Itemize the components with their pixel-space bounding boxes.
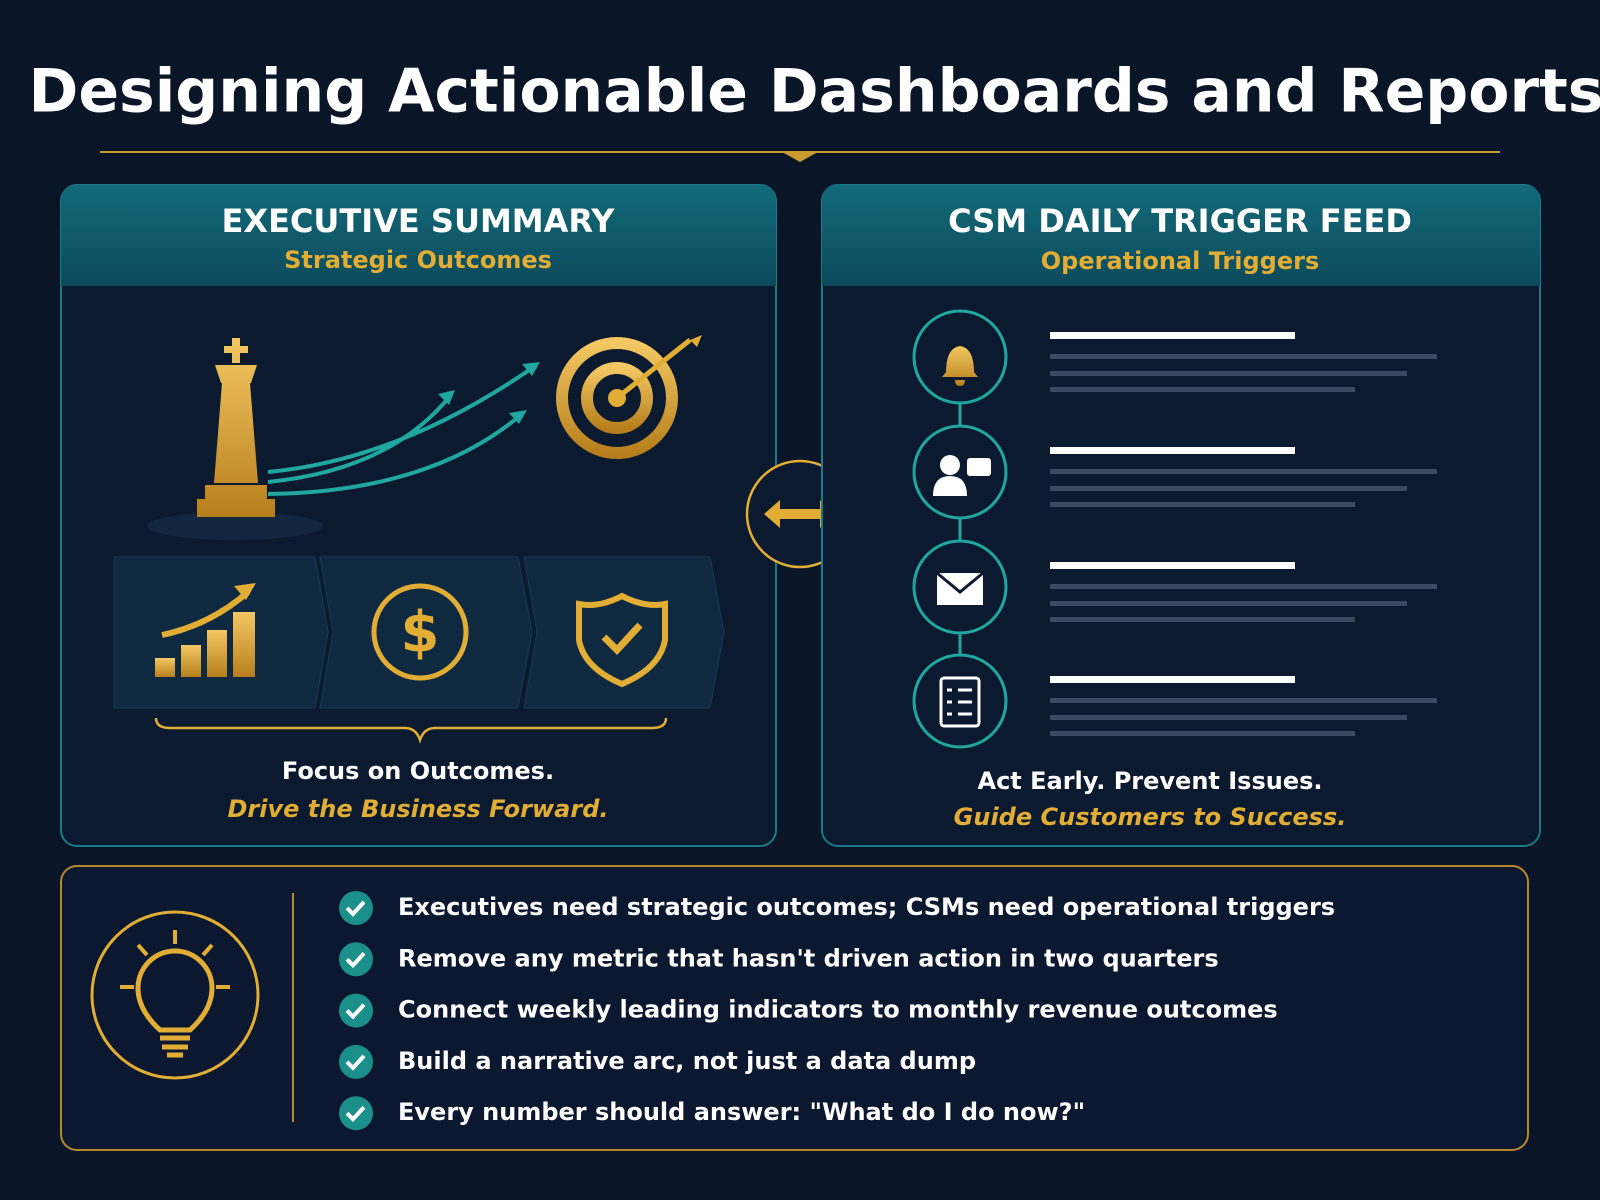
placeholder-line	[1050, 731, 1355, 736]
panel-caption: Act Early. Prevent Issues.	[978, 767, 1323, 795]
check-mark	[345, 951, 366, 969]
page-title: Designing Actionable Dashboards and Repo…	[29, 57, 1600, 127]
panel-caption: Focus on Outcomes.	[282, 757, 554, 785]
shield-check	[601, 622, 643, 656]
placeholder-line	[1050, 698, 1437, 703]
takeaways-box	[60, 865, 1529, 1151]
takeaway: Executives need strategic outcomes; CSMs…	[398, 893, 1335, 921]
brace	[154, 717, 668, 744]
dollar-icon	[371, 583, 469, 681]
panel-subtitle: Strategic Outcomes	[284, 246, 552, 274]
arrow-heads	[438, 362, 540, 424]
person-icon	[940, 455, 960, 475]
placeholder-line	[1050, 486, 1407, 491]
target	[556, 337, 678, 459]
check-mark	[345, 1054, 366, 1071]
placeholder-heading	[1050, 447, 1295, 454]
placeholder-line	[1050, 502, 1355, 507]
dart-tip	[690, 335, 702, 347]
csm-panel: CSM DAILY TRIGGER FEED Operational Trigg…	[821, 184, 1541, 847]
takeaway: Every number should answer: "What do I d…	[398, 1098, 1085, 1126]
panel-title: EXECUTIVE SUMMARY	[222, 202, 616, 240]
placeholder-line	[1050, 387, 1355, 392]
takeaway: Remove any metric that hasn't driven act…	[398, 944, 1219, 972]
check-mark	[345, 1003, 366, 1020]
takeaway: Connect weekly leading indicators to mon…	[398, 996, 1278, 1024]
chat-icon	[967, 458, 991, 476]
placeholder-heading	[1050, 676, 1295, 683]
bar-chart-icon	[155, 612, 255, 677]
panel-tagline: Guide Customers to Success.	[954, 803, 1347, 831]
bulb-icon	[135, 948, 215, 1058]
takeaway: Build a narrative arc, not just a data d…	[398, 1047, 976, 1075]
chess-king	[197, 338, 275, 517]
panel-header	[61, 185, 776, 286]
checklist-lines	[947, 688, 972, 716]
person-body	[933, 476, 967, 496]
target-center	[608, 389, 626, 407]
growth-arrows	[267, 364, 537, 496]
trend-arrow-head	[234, 583, 256, 600]
executive-panel: EXECUTIVE SUMMARY Strategic Outcomes $	[60, 184, 777, 847]
shield-icon	[576, 592, 668, 688]
panel-subtitle: Operational Triggers	[1041, 247, 1320, 275]
panel-tagline: Drive the Business Forward.	[228, 795, 609, 823]
placeholder-line	[1050, 715, 1407, 720]
placeholder-line	[1050, 371, 1407, 376]
feed-node	[912, 424, 1008, 520]
checklist-icon	[939, 676, 981, 728]
placeholder-line	[1050, 354, 1437, 359]
bulb-rays	[120, 930, 230, 989]
placeholder-line	[1050, 584, 1437, 589]
check-mark	[345, 1105, 366, 1123]
placeholder-heading	[1050, 562, 1295, 569]
title-notch	[782, 152, 818, 162]
placeholder-line	[1050, 601, 1407, 606]
placeholder-heading	[1050, 332, 1295, 339]
bulb-frame	[90, 910, 260, 1080]
shadow	[147, 512, 323, 540]
placeholder-line	[1050, 469, 1437, 474]
dollar-sign: $	[401, 600, 440, 665]
check-mark	[345, 900, 366, 917]
panel-header	[822, 185, 1540, 286]
panel-title: CSM DAILY TRIGGER FEED	[948, 202, 1412, 240]
placeholder-line	[1050, 617, 1355, 622]
double-arrow	[764, 500, 836, 528]
mail-flap	[936, 571, 984, 594]
dart	[620, 338, 692, 396]
bell-icon	[942, 346, 978, 386]
trend-arrow	[161, 589, 250, 638]
